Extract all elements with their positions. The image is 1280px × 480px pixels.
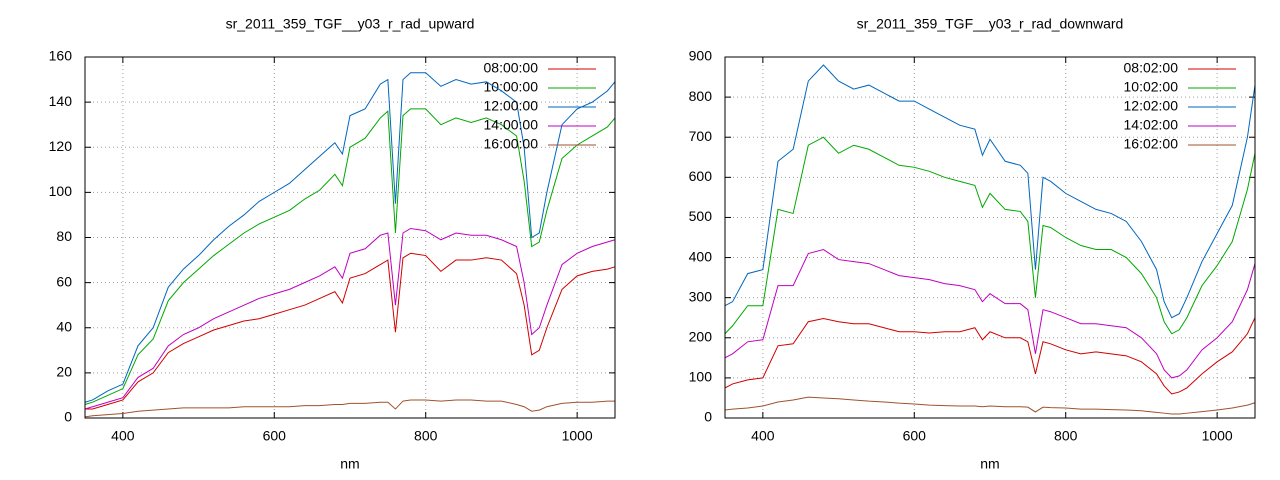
x-tick-label: 1000 bbox=[562, 428, 593, 444]
y-tick-label: 200 bbox=[689, 328, 713, 344]
x-tick-label: 800 bbox=[1054, 428, 1078, 444]
legend-label: 12:02:00 bbox=[1124, 98, 1179, 114]
series-line bbox=[84, 399, 615, 418]
legend-label: 10:02:00 bbox=[1124, 79, 1179, 95]
x-tick-label: 1000 bbox=[1202, 428, 1233, 444]
y-tick-label: 700 bbox=[689, 128, 713, 144]
legend-label: 16:00:00 bbox=[484, 136, 539, 152]
legend-label: 10:00:00 bbox=[484, 79, 539, 95]
legend-label: 08:02:00 bbox=[1124, 60, 1179, 76]
series-line bbox=[724, 248, 1256, 379]
y-tick-label: 100 bbox=[689, 369, 713, 385]
y-tick-label: 500 bbox=[689, 208, 713, 224]
series-line bbox=[724, 64, 1256, 319]
y-tick-label: 600 bbox=[689, 168, 713, 184]
y-tick-label: 0 bbox=[704, 409, 712, 425]
legend-label: 14:00:00 bbox=[484, 117, 539, 133]
y-tick-label: 20 bbox=[56, 364, 72, 380]
legend-label: 12:00:00 bbox=[484, 98, 539, 114]
chart-title: sr_2011_359_TGF__y03_r_rad_upward bbox=[226, 16, 475, 32]
x-tick-label: 800 bbox=[414, 428, 438, 444]
legend-label: 14:02:00 bbox=[1124, 117, 1179, 133]
series-line bbox=[84, 227, 616, 410]
y-tick-label: 80 bbox=[56, 228, 72, 244]
x-tick-label: 600 bbox=[263, 428, 287, 444]
plot-frame bbox=[724, 56, 1256, 419]
legend-label: 08:00:00 bbox=[484, 60, 539, 76]
y-tick-label: 140 bbox=[49, 93, 73, 109]
y-tick-label: 40 bbox=[56, 318, 72, 334]
x-tick-label: 400 bbox=[111, 428, 135, 444]
series-line bbox=[84, 72, 616, 403]
y-tick-label: 900 bbox=[689, 48, 713, 64]
y-tick-label: 800 bbox=[689, 88, 713, 104]
series-line bbox=[84, 108, 616, 405]
series-line bbox=[724, 396, 1256, 415]
y-tick-label: 120 bbox=[49, 138, 73, 154]
series-line bbox=[724, 136, 1256, 335]
y-tick-label: 0 bbox=[64, 409, 72, 425]
chart-title: sr_2011_359_TGF__y03_r_rad_downward bbox=[857, 16, 1124, 32]
series-line bbox=[85, 252, 616, 410]
y-tick-label: 100 bbox=[49, 183, 73, 199]
series-line bbox=[724, 317, 1256, 395]
y-tick-label: 160 bbox=[49, 48, 73, 64]
legend-label: 16:02:00 bbox=[1124, 136, 1179, 152]
x-tick-label: 600 bbox=[903, 428, 927, 444]
y-tick-label: 60 bbox=[56, 273, 72, 289]
y-tick-label: 400 bbox=[689, 248, 713, 264]
x-tick-label: 400 bbox=[751, 428, 775, 444]
y-tick-label: 300 bbox=[689, 288, 713, 304]
x-axis-label: nm bbox=[340, 456, 359, 472]
plot-frame bbox=[84, 56, 616, 419]
x-axis-label: nm bbox=[980, 456, 999, 472]
